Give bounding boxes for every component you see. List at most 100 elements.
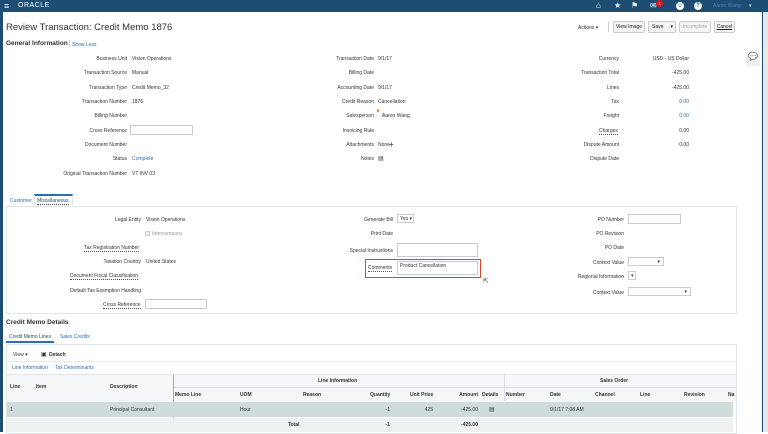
field-value: USD - US Dollar	[652, 56, 689, 62]
cursor-icon: ⇱	[483, 278, 489, 285]
global-header: ≡ ORACLE ⌂ ★ ⚑ ✉ 1 ☺ ? Aaron Wang ▾	[0, 0, 768, 12]
column-header[interactable]: Date	[550, 392, 561, 398]
generate-bill-label: Generate Bill	[364, 217, 393, 223]
print-date-label: Print Date	[370, 231, 393, 237]
view-menu[interactable]: View ▾	[13, 352, 28, 358]
cross-reference-link[interactable]: Cross Reference	[103, 302, 141, 309]
notifications-icon[interactable]: ✉	[650, 1, 657, 10]
column-header[interactable]: Description	[110, 384, 138, 390]
field-label: Salesperson	[346, 113, 374, 119]
subtab-tax-determinants[interactable]: Tax Determinants	[55, 365, 94, 371]
field-value: 0.00	[679, 142, 689, 148]
regional-information-select[interactable]: ▾	[628, 271, 636, 280]
cell-amount: -425.00	[461, 407, 478, 413]
column-divider	[504, 375, 505, 401]
save-button[interactable]: Save ▾	[648, 21, 676, 33]
field-label: Cross Reference	[89, 128, 127, 134]
field-value: 0.00	[679, 128, 689, 134]
special-instructions-label: Special Instructions	[349, 248, 393, 254]
scrollbar[interactable]	[762, 12, 768, 432]
divider	[608, 22, 609, 32]
field-value[interactable]: Complete	[132, 156, 154, 162]
column-header[interactable]: Revision	[684, 392, 705, 398]
detach-icon[interactable]: ▣	[41, 352, 47, 358]
comments-textarea[interactable]: Product Cancellation	[397, 261, 478, 275]
subtab-line-information[interactable]: Line Information	[12, 365, 48, 371]
po-number-label: PO Number	[597, 217, 624, 223]
cross-reference-input[interactable]	[130, 125, 193, 135]
notes-icon[interactable]: ▤	[378, 156, 384, 162]
menu-icon[interactable]: ≡	[4, 1, 10, 11]
cancel-button[interactable]: Cancel	[714, 21, 735, 33]
intercompany-label: Intercompany	[152, 231, 183, 237]
accessibility-icon[interactable]: ☺	[676, 2, 684, 10]
po-date-label: PO Date	[604, 245, 624, 251]
tab-customer[interactable]: Customer	[10, 198, 32, 204]
column-header[interactable]: Quantity	[370, 392, 391, 398]
details-icon[interactable]: ▤	[489, 407, 495, 413]
field-value[interactable]: 0.00	[679, 113, 689, 119]
table-row[interactable]	[7, 402, 733, 417]
flag-icon[interactable]: ⚑	[631, 1, 639, 10]
field-value: -425.00	[672, 85, 689, 91]
field-label: Transaction Number	[81, 99, 127, 105]
field-label: Currency	[598, 56, 619, 62]
column-header[interactable]: Channel	[595, 392, 615, 398]
regional-information-label: Regional Information	[577, 274, 624, 280]
tab-sales-credits[interactable]: Sales Credits	[60, 334, 90, 340]
user-menu[interactable]: Aaron Wang	[713, 3, 741, 9]
add-attachment-icon[interactable]: +	[389, 140, 394, 149]
column-header[interactable]: Amount	[459, 392, 478, 398]
help-icon[interactable]: ?	[694, 2, 702, 10]
chevron-down-icon[interactable]: ▾	[749, 3, 752, 9]
context-value-select[interactable]: ▾	[628, 257, 664, 266]
home-icon[interactable]: ⌂	[596, 1, 601, 10]
column-header[interactable]: Memo Line	[175, 392, 202, 398]
column-header[interactable]: Line	[10, 384, 21, 390]
legal-entity-label: Legal Entity	[114, 217, 141, 223]
column-header[interactable]: UOM	[240, 392, 252, 398]
field-label: Dispute Date	[590, 156, 619, 162]
field-value[interactable]: 0.00	[679, 99, 689, 105]
generate-bill-select[interactable]: Yes ▾	[397, 214, 414, 223]
column-header[interactable]: Details	[482, 392, 499, 398]
field-value: Aaron Wang	[382, 113, 410, 119]
document-fiscal-classification-link[interactable]: Document Fiscal Classification	[70, 273, 139, 280]
chat-panel-icon[interactable]: 💬	[746, 52, 760, 66]
field-value: Credit Memo_32	[132, 85, 169, 91]
po-number-input[interactable]	[628, 214, 681, 224]
po-revision-label: PO Revision	[596, 231, 624, 237]
intercompany-checkbox	[145, 231, 150, 236]
tab-miscellaneous[interactable]: Miscellaneous	[34, 194, 73, 205]
tax-registration-link[interactable]: Tax Registration Number	[84, 245, 140, 252]
cell-unit_price: 425	[424, 407, 433, 413]
oracle-logo: ORACLE	[18, 2, 50, 9]
column-header[interactable]: Na	[728, 392, 735, 398]
special-instructions-textarea[interactable]	[397, 243, 478, 257]
divider	[174, 387, 736, 388]
show-less-link[interactable]: Show Less	[72, 42, 97, 48]
taxation-country-label: Taxation Country	[103, 259, 141, 265]
favorites-star-icon[interactable]: ★	[614, 1, 622, 10]
column-header[interactable]: Number	[506, 392, 525, 398]
field-value: Manual	[132, 70, 149, 76]
column-header[interactable]: Reason	[303, 392, 322, 398]
cross-reference-input[interactable]	[145, 299, 207, 309]
comments-highlight	[365, 259, 481, 278]
field-value: Cancellation	[378, 99, 406, 105]
field-label: Attachments	[346, 142, 374, 148]
view-image-button[interactable]: View Image	[613, 21, 645, 33]
field-label: Invoicing Rule	[342, 128, 374, 134]
field-value: 9/1/17	[378, 85, 392, 91]
context-value-select-2[interactable]: ▾	[628, 287, 691, 296]
column-header[interactable]: Unit Price	[410, 392, 434, 398]
column-header[interactable]: Item	[36, 384, 47, 390]
total-amount: -425.00	[461, 422, 478, 428]
tab-credit-memo-lines[interactable]: Credit Memo Lines	[6, 333, 54, 343]
group-header-line-information: Line Information	[318, 378, 358, 384]
actions-menu[interactable]: Actions ▾	[578, 25, 599, 31]
column-header[interactable]: Line	[640, 392, 651, 398]
detach-button[interactable]: Detach	[49, 352, 66, 358]
charges-link[interactable]: Charges	[599, 128, 618, 135]
notification-badge: 1	[656, 0, 663, 7]
